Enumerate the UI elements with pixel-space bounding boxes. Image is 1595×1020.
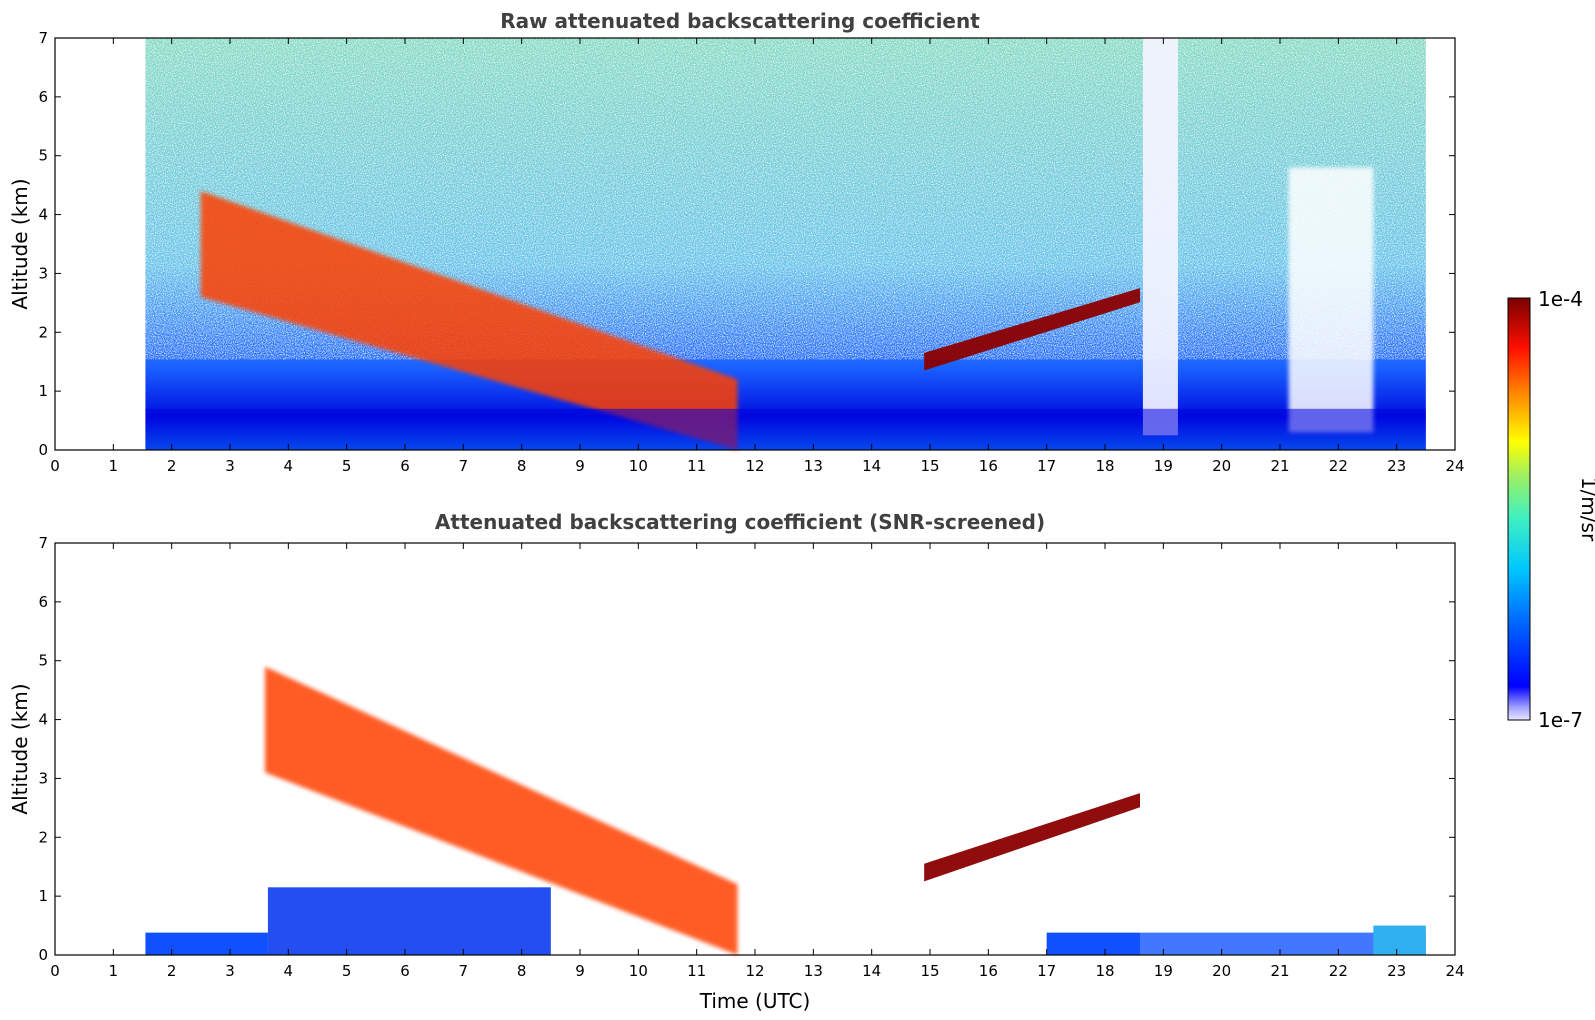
x-tick-label: 4 bbox=[284, 962, 294, 980]
x-tick-label: 12 bbox=[745, 457, 764, 475]
x-tick-label: 5 bbox=[342, 962, 352, 980]
x-tick-label: 15 bbox=[920, 457, 939, 475]
x-tick-label: 3 bbox=[225, 457, 235, 475]
x-tick-label: 0 bbox=[50, 457, 60, 475]
x-tick-label: 17 bbox=[1037, 457, 1056, 475]
signal-gap bbox=[1142, 38, 1178, 436]
x-tick-label: 4 bbox=[284, 457, 294, 475]
feature-elevated-cloud-layer bbox=[924, 288, 1140, 371]
x-axis-snr: 0 1 2 3 4 5 6 7 8 9 10 11 12 13 14 15 16 17 18 19 20 21 22 23 24 bbox=[50, 543, 1465, 980]
y-axis-snr: 0 1 2 3 4 5 6 7 bbox=[38, 534, 1455, 964]
x-tick-label: 6 bbox=[400, 457, 410, 475]
x-tick-label: 7 bbox=[459, 457, 469, 475]
y-tick-label: 3 bbox=[38, 264, 48, 282]
y-axis-raw: 0 1 2 3 4 5 6 7 bbox=[38, 29, 1455, 459]
y-tick-label: 5 bbox=[38, 652, 48, 670]
raw-heatmap bbox=[145, 38, 1426, 450]
x-tick-label: 23 bbox=[1387, 457, 1406, 475]
x-tick-label: 13 bbox=[804, 457, 823, 475]
panel-title-raw: Raw attenuated backscattering coefficien… bbox=[500, 9, 980, 33]
x-tick-label: 17 bbox=[1037, 962, 1056, 980]
x-tick-label: 14 bbox=[862, 962, 881, 980]
feature-boundary-layer bbox=[145, 408, 1426, 450]
y-tick-label: 6 bbox=[38, 593, 48, 611]
x-tick-label: 11 bbox=[687, 962, 706, 980]
y-tick-label: 7 bbox=[38, 534, 48, 552]
screened-bl bbox=[1046, 932, 1140, 955]
x-tick-label: 19 bbox=[1154, 962, 1173, 980]
x-tick-label: 10 bbox=[629, 457, 648, 475]
x-tick-label: 6 bbox=[400, 962, 410, 980]
y-tick-label: 3 bbox=[38, 769, 48, 787]
y-tick-label: 1 bbox=[38, 887, 48, 905]
x-tick-label: 1 bbox=[109, 962, 119, 980]
x-tick-label: 12 bbox=[745, 962, 764, 980]
y-tick-label: 0 bbox=[38, 946, 48, 964]
x-tick-label: 14 bbox=[862, 457, 881, 475]
feature-elevated-cloud-layer bbox=[924, 793, 1140, 882]
colorbar-min-label: 1e-7 bbox=[1538, 708, 1583, 732]
x-tick-label: 7 bbox=[459, 962, 469, 980]
screened-bl bbox=[1373, 925, 1426, 955]
panel-title-snr: Attenuated backscattering coefficient (S… bbox=[435, 510, 1045, 534]
x-tick-label: 23 bbox=[1387, 962, 1406, 980]
y-tick-label: 0 bbox=[38, 441, 48, 459]
screened-bl bbox=[1140, 932, 1426, 955]
y-tick-label: 6 bbox=[38, 88, 48, 106]
x-tick-label: 18 bbox=[1095, 457, 1114, 475]
x-tick-label: 21 bbox=[1270, 457, 1289, 475]
x-tick-label: 8 bbox=[517, 457, 527, 475]
y-tick-label: 1 bbox=[38, 382, 48, 400]
x-tick-label: 18 bbox=[1095, 962, 1114, 980]
x-tick-label: 16 bbox=[979, 457, 998, 475]
x-tick-label: 21 bbox=[1270, 962, 1289, 980]
y-tick-label: 4 bbox=[38, 711, 48, 729]
y-axis-label-snr: Altitude (km) bbox=[8, 683, 32, 814]
x-tick-label: 9 bbox=[575, 457, 585, 475]
x-tick-label: 20 bbox=[1212, 962, 1231, 980]
snr-heatmap bbox=[145, 584, 1426, 955]
x-axis-raw: 0 1 2 3 4 5 6 7 8 9 10 11 12 13 14 15 16 17 18 19 20 21 22 23 24 bbox=[50, 38, 1465, 475]
x-tick-label: 11 bbox=[687, 457, 706, 475]
x-tick-label: 2 bbox=[167, 457, 177, 475]
x-tick-label: 0 bbox=[50, 962, 60, 980]
feature-descending-aerosol-cloud-layer bbox=[265, 666, 738, 955]
y-tick-label: 4 bbox=[38, 206, 48, 224]
x-tick-label: 1 bbox=[109, 457, 119, 475]
signal-gap bbox=[1288, 167, 1374, 433]
x-tick-label: 8 bbox=[517, 962, 527, 980]
x-tick-label: 19 bbox=[1154, 457, 1173, 475]
x-tick-label: 24 bbox=[1445, 962, 1464, 980]
y-tick-label: 7 bbox=[38, 29, 48, 47]
screened-bl bbox=[267, 887, 551, 955]
colorbar: 1e-4 1e-7 1/m/sr bbox=[1507, 287, 1595, 732]
colorbar-gradient bbox=[1507, 297, 1531, 721]
x-tick-label: 5 bbox=[342, 457, 352, 475]
feature-descending-aerosol-cloud-layer bbox=[200, 191, 738, 450]
raw-panel: Raw attenuated backscattering coefficien… bbox=[8, 9, 1465, 475]
x-tick-label: 16 bbox=[979, 962, 998, 980]
snr-panel: Attenuated backscattering coefficient (S… bbox=[8, 510, 1465, 1013]
x-tick-label: 22 bbox=[1329, 962, 1348, 980]
colorbar-max-label: 1e-4 bbox=[1538, 287, 1583, 311]
screened-bl bbox=[145, 932, 268, 955]
x-tick-label: 24 bbox=[1445, 457, 1464, 475]
y-tick-label: 2 bbox=[38, 828, 48, 846]
y-axis-label-raw: Altitude (km) bbox=[8, 178, 32, 309]
x-tick-label: 3 bbox=[225, 962, 235, 980]
x-tick-label: 13 bbox=[804, 962, 823, 980]
x-tick-label: 10 bbox=[629, 962, 648, 980]
x-tick-label: 22 bbox=[1329, 457, 1348, 475]
x-tick-label: 2 bbox=[167, 962, 177, 980]
y-tick-label: 2 bbox=[38, 323, 48, 341]
x-tick-label: 15 bbox=[920, 962, 939, 980]
x-axis-label: Time (UTC) bbox=[699, 989, 811, 1013]
x-tick-label: 9 bbox=[575, 962, 585, 980]
y-tick-label: 5 bbox=[38, 147, 48, 165]
x-tick-label: 20 bbox=[1212, 457, 1231, 475]
colorbar-unit-label: 1/m/sr bbox=[1577, 477, 1595, 542]
